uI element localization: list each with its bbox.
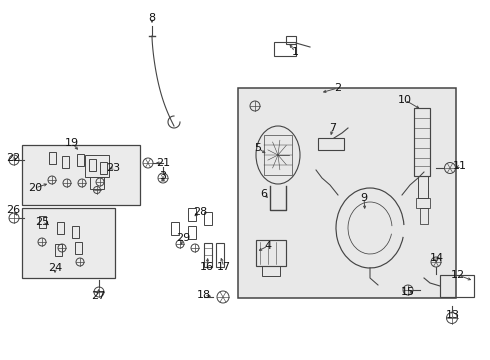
- Bar: [39, 216, 46, 228]
- Bar: [264, 135, 292, 175]
- Bar: [22, 145, 140, 205]
- Bar: [418, 176, 428, 198]
- Text: 17: 17: [217, 262, 231, 272]
- Bar: [188, 208, 196, 221]
- Bar: [414, 108, 430, 176]
- Text: 23: 23: [106, 163, 120, 173]
- Text: 18: 18: [197, 290, 211, 300]
- Bar: [204, 212, 212, 225]
- Bar: [420, 208, 428, 224]
- Text: 16: 16: [200, 262, 214, 272]
- Bar: [216, 243, 224, 267]
- Bar: [286, 36, 296, 44]
- Text: 10: 10: [398, 95, 412, 105]
- Bar: [204, 243, 212, 267]
- Bar: [49, 152, 56, 164]
- Bar: [55, 244, 62, 256]
- Text: 1: 1: [292, 47, 298, 57]
- Bar: [238, 88, 456, 298]
- Bar: [57, 222, 64, 234]
- Text: 4: 4: [265, 241, 271, 251]
- Text: 22: 22: [6, 153, 20, 163]
- Bar: [318, 138, 344, 150]
- Text: 12: 12: [451, 270, 465, 280]
- Text: 7: 7: [329, 123, 337, 133]
- Bar: [89, 159, 96, 171]
- Bar: [62, 156, 69, 168]
- Text: 14: 14: [430, 253, 444, 263]
- Bar: [256, 240, 286, 266]
- Text: 20: 20: [28, 183, 42, 193]
- Bar: [440, 275, 474, 297]
- Text: 25: 25: [35, 217, 49, 227]
- Text: 15: 15: [401, 287, 415, 297]
- Text: 2: 2: [335, 83, 342, 93]
- Text: 19: 19: [65, 138, 79, 148]
- Bar: [77, 154, 84, 166]
- Text: 28: 28: [193, 207, 207, 217]
- Text: 8: 8: [148, 13, 155, 23]
- Text: 9: 9: [361, 193, 368, 203]
- Text: 26: 26: [6, 205, 20, 215]
- Text: 13: 13: [446, 310, 460, 320]
- Bar: [72, 226, 79, 238]
- Text: 29: 29: [176, 233, 190, 243]
- Text: 24: 24: [48, 263, 62, 273]
- Text: 5: 5: [254, 143, 262, 153]
- Text: 3: 3: [160, 171, 167, 181]
- Text: 21: 21: [156, 158, 170, 168]
- Bar: [188, 226, 196, 239]
- Bar: [274, 42, 296, 56]
- Bar: [75, 242, 82, 254]
- Text: 27: 27: [91, 291, 105, 301]
- Bar: [90, 177, 104, 189]
- Bar: [416, 198, 430, 208]
- Text: 11: 11: [453, 161, 467, 171]
- Bar: [171, 222, 179, 235]
- Bar: [100, 162, 107, 174]
- Bar: [22, 208, 115, 278]
- Text: 6: 6: [261, 189, 268, 199]
- Bar: [85, 155, 109, 177]
- Bar: [262, 266, 280, 276]
